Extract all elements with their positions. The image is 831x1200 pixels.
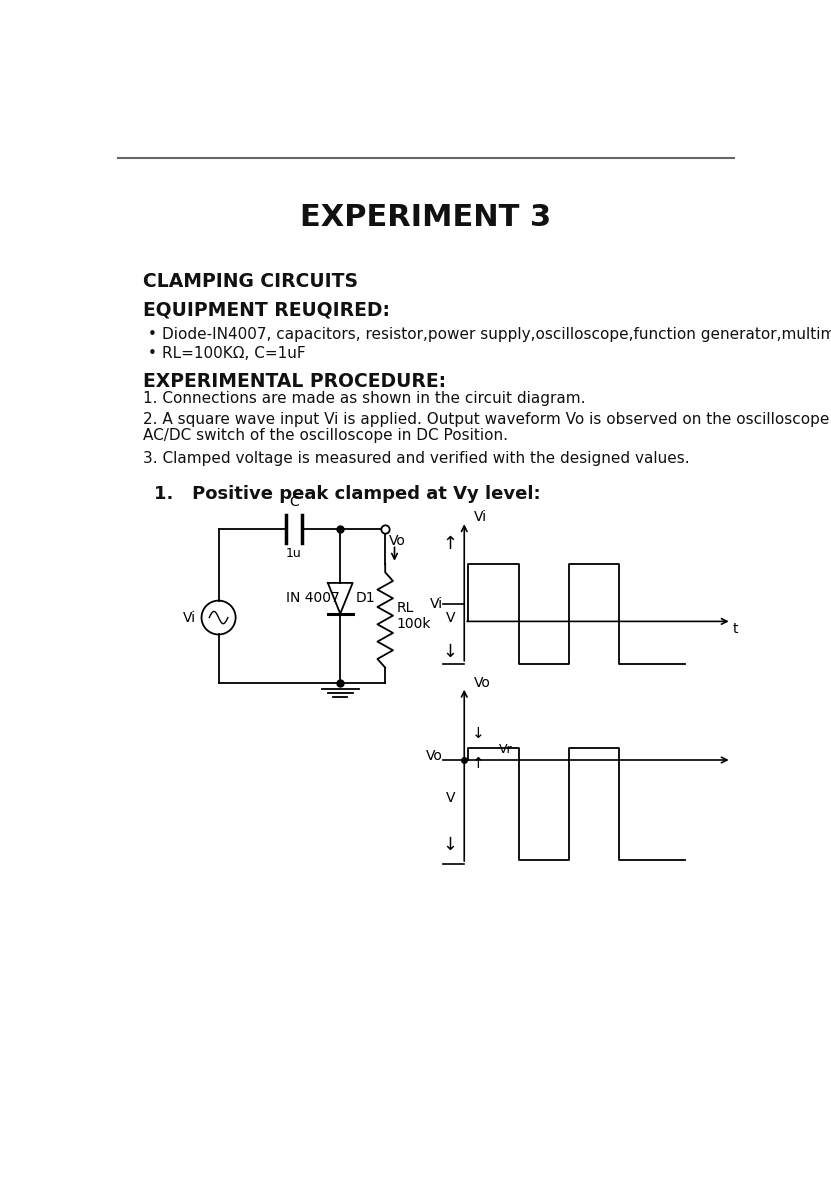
Text: EXPERIMENTAL PROCEDURE:: EXPERIMENTAL PROCEDURE: bbox=[143, 372, 445, 391]
Text: ↓: ↓ bbox=[443, 643, 458, 661]
Text: RL: RL bbox=[397, 600, 414, 614]
Text: Vo: Vo bbox=[425, 749, 443, 763]
Text: Vr: Vr bbox=[499, 744, 513, 756]
Text: 1. Connections are made as shown in the circuit diagram.: 1. Connections are made as shown in the … bbox=[143, 391, 585, 406]
Text: V: V bbox=[445, 611, 455, 624]
Text: D1: D1 bbox=[356, 592, 376, 605]
Text: Vi: Vi bbox=[183, 611, 195, 624]
Text: 1.   Positive peak clamped at Vy level:: 1. Positive peak clamped at Vy level: bbox=[155, 485, 541, 503]
Text: ↑: ↑ bbox=[443, 535, 458, 553]
Text: AC/DC switch of the oscilloscope in DC Position.: AC/DC switch of the oscilloscope in DC P… bbox=[143, 427, 508, 443]
Text: Vi: Vi bbox=[430, 598, 443, 612]
Text: EXPERIMENT 3: EXPERIMENT 3 bbox=[300, 203, 551, 232]
Text: 3. Clamped voltage is measured and verified with the designed values.: 3. Clamped voltage is measured and verif… bbox=[143, 451, 689, 466]
Text: Diode-IN4007, capacitors, resistor,power supply,oscilloscope,function generator,: Diode-IN4007, capacitors, resistor,power… bbox=[162, 328, 831, 342]
Text: 100k: 100k bbox=[397, 618, 431, 631]
Text: 2. A square wave input Vi is applied. Output waveform Vo is observed on the osci: 2. A square wave input Vi is applied. Ou… bbox=[143, 412, 831, 427]
Text: EQUIPMENT REUQIRED:: EQUIPMENT REUQIRED: bbox=[143, 300, 390, 319]
Text: RL=100KΩ, C=1uF: RL=100KΩ, C=1uF bbox=[162, 346, 306, 361]
Text: ↓: ↓ bbox=[443, 835, 458, 853]
Text: Vo: Vo bbox=[474, 676, 490, 690]
Text: 1u: 1u bbox=[286, 547, 302, 559]
Text: ↓: ↓ bbox=[472, 726, 484, 740]
Text: V: V bbox=[445, 792, 455, 805]
Text: IN 4007: IN 4007 bbox=[286, 592, 340, 605]
Text: •: • bbox=[147, 328, 156, 342]
Text: CLAMPING CIRCUITS: CLAMPING CIRCUITS bbox=[143, 271, 357, 290]
Text: Vo: Vo bbox=[389, 534, 406, 547]
Text: Vi: Vi bbox=[474, 510, 487, 524]
Text: t: t bbox=[733, 622, 738, 636]
Text: C: C bbox=[289, 494, 298, 509]
Text: •: • bbox=[147, 346, 156, 361]
Text: ↑: ↑ bbox=[472, 756, 484, 772]
